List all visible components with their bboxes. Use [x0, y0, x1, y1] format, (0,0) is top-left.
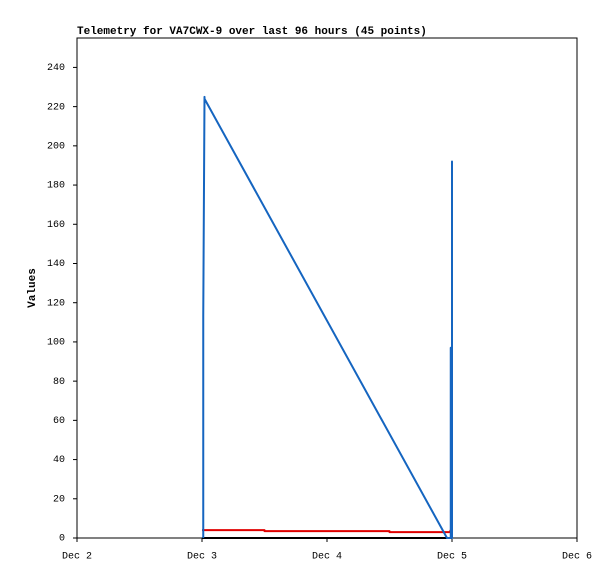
- y-tick-label: 220: [47, 102, 65, 113]
- chart-title: Telemetry for VA7CWX-9 over last 96 hour…: [77, 26, 427, 38]
- data-line: [202, 95, 453, 539]
- plot-frame: [76, 37, 578, 539]
- y-tick-label: 60: [53, 416, 65, 427]
- y-tick-label: 20: [53, 494, 65, 505]
- y-tick-label: 100: [47, 338, 65, 349]
- y-tick-label: 160: [47, 220, 65, 231]
- y-tick-label: 0: [59, 534, 65, 545]
- y-tick-label: 40: [53, 455, 65, 466]
- x-tick-label: Dec 3: [187, 552, 217, 563]
- data-line: [202, 527, 453, 534]
- y-axis-label: Values: [27, 268, 39, 308]
- y-tick-label: 120: [47, 298, 65, 309]
- y-tick-label: 200: [47, 141, 65, 152]
- y-tick-label: 80: [53, 377, 65, 388]
- x-tick-label: Dec 4: [312, 552, 342, 563]
- x-tick-label: Dec 5: [437, 552, 467, 563]
- x-tick-label: Dec 6: [562, 552, 592, 563]
- y-tick-label: 240: [47, 63, 65, 74]
- y-tick-label: 180: [47, 181, 65, 192]
- x-tick-label: Dec 2: [62, 552, 92, 563]
- y-tick-label: 140: [47, 259, 65, 270]
